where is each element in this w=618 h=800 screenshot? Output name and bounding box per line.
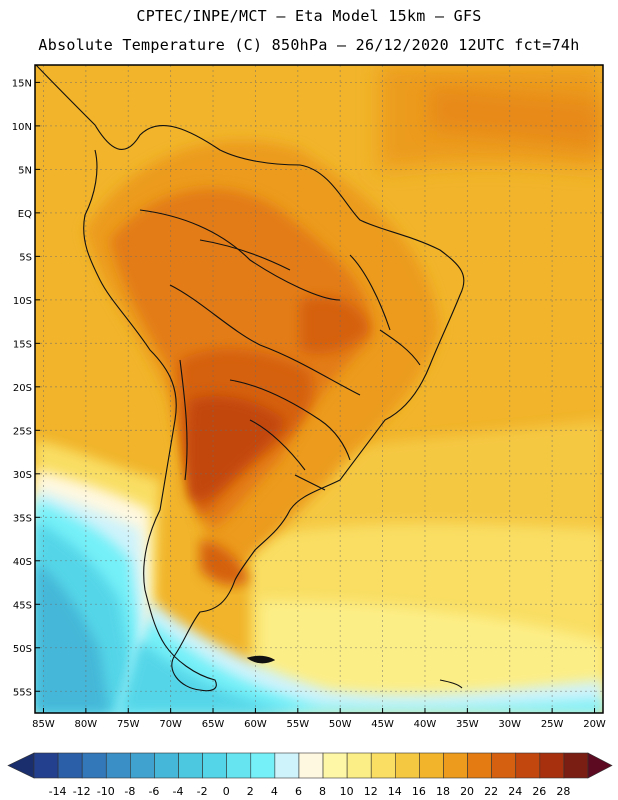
lat-label: 40S bbox=[13, 557, 32, 568]
lon-label: 25W bbox=[541, 719, 564, 730]
colorbar-swatch bbox=[57, 752, 83, 779]
axis-ticks bbox=[35, 81, 596, 713]
lat-label: 50S bbox=[13, 644, 32, 655]
colorbar-label: -14 bbox=[49, 785, 67, 798]
lat-label: EQ bbox=[18, 209, 32, 220]
colorbar-label: 10 bbox=[340, 785, 354, 798]
colorbar-label: 0 bbox=[223, 785, 230, 798]
lon-label: 55W bbox=[286, 719, 309, 730]
colorbar-label: 22 bbox=[484, 785, 498, 798]
colorbar-swatch bbox=[226, 752, 252, 779]
colorbar-swatch bbox=[81, 752, 107, 779]
colorbar-label: 24 bbox=[508, 785, 522, 798]
colorbar-swatch bbox=[250, 752, 276, 779]
map-title-line-1: CPTEC/INPE/MCT – Eta Model 15km – GFS bbox=[136, 7, 482, 25]
colorbar-swatch bbox=[322, 752, 348, 779]
lon-label: 85W bbox=[32, 719, 55, 730]
colorbar-swatch bbox=[491, 752, 517, 779]
colorbar-label: 28 bbox=[556, 785, 570, 798]
colorbar-swatch bbox=[467, 752, 492, 779]
lon-label: 75W bbox=[117, 719, 140, 730]
lon-label: 60W bbox=[244, 719, 267, 730]
lat-label: 45S bbox=[13, 600, 32, 611]
colorbar-label: -10 bbox=[97, 785, 115, 798]
colorbar-label: -4 bbox=[173, 785, 184, 798]
colorbar-swatch bbox=[539, 752, 565, 779]
lon-label: 70W bbox=[159, 719, 182, 730]
colorbar-low-arrow bbox=[7, 752, 35, 779]
colorbar-swatch bbox=[563, 752, 589, 779]
longitude-labels: 85W 80W 75W 70W 65W 60W 55W 50W 45W 40W 35W 30W 25W 2… bbox=[32, 719, 606, 730]
lat-label: 10N bbox=[12, 122, 32, 133]
colorbar-label: 18 bbox=[436, 785, 450, 798]
colorbar-swatch bbox=[274, 752, 300, 779]
colorbar-swatch bbox=[33, 752, 59, 779]
colorbar-label: -6 bbox=[148, 785, 159, 798]
colorbar-swatch bbox=[346, 752, 372, 779]
colorbar-label: 2 bbox=[247, 785, 254, 798]
colorbar-high-arrow bbox=[587, 752, 613, 779]
lat-label: 25S bbox=[13, 426, 32, 437]
colorbar-label: 8 bbox=[319, 785, 326, 798]
colorbar-label: 26 bbox=[532, 785, 546, 798]
lon-label: 35W bbox=[456, 719, 479, 730]
coastlines bbox=[35, 65, 465, 692]
colorbar-swatch bbox=[202, 752, 227, 779]
colorbar-swatch bbox=[443, 752, 468, 779]
lat-label: 20S bbox=[13, 383, 32, 394]
colorbar-label: -12 bbox=[73, 785, 91, 798]
colorbar-label: 4 bbox=[271, 785, 278, 798]
colorbar-swatch bbox=[178, 752, 203, 779]
colorbar-swatch bbox=[419, 752, 444, 779]
lon-label: 80W bbox=[75, 719, 98, 730]
colorbar-swatch bbox=[395, 752, 420, 779]
colorbar-swatch bbox=[130, 752, 155, 779]
colorbar-swatch bbox=[298, 752, 324, 779]
lon-label: 50W bbox=[329, 719, 352, 730]
colorbar-label: 6 bbox=[295, 785, 302, 798]
colorbar-label: 12 bbox=[364, 785, 378, 798]
lat-label: 15S bbox=[13, 339, 32, 350]
map-title-line-2: Absolute Temperature (C) 850hPa – 26/12/… bbox=[38, 36, 580, 54]
latitude-labels: 15N 10N 5N EQ 5S 10S 15S 20S 25S 30S 35S 40S 45S 50S 5… bbox=[12, 78, 32, 698]
lon-label: 30W bbox=[498, 719, 521, 730]
lat-label: 55S bbox=[13, 687, 32, 698]
lon-label: 20W bbox=[583, 719, 606, 730]
colorbar-swatch bbox=[370, 752, 396, 779]
colorbar-label: -2 bbox=[197, 785, 208, 798]
lat-label: 15N bbox=[12, 78, 32, 89]
lon-label: 65W bbox=[202, 719, 225, 730]
colorbar-label: 16 bbox=[412, 785, 426, 798]
colorbar-label: 20 bbox=[460, 785, 474, 798]
lat-label: 35S bbox=[13, 513, 32, 524]
colorbar-label: -8 bbox=[124, 785, 135, 798]
colorbar-swatch bbox=[105, 752, 131, 779]
lat-label: 10S bbox=[13, 296, 32, 307]
lat-label: 5S bbox=[19, 252, 32, 263]
colorbar-swatch bbox=[154, 752, 179, 779]
lat-lon-grid bbox=[35, 65, 603, 713]
lon-label: 40W bbox=[414, 719, 437, 730]
map-frame bbox=[34, 64, 604, 714]
colorbar-swatch bbox=[515, 752, 541, 779]
lat-label: 30S bbox=[13, 470, 32, 481]
lon-label: 45W bbox=[371, 719, 394, 730]
lat-label: 5N bbox=[18, 165, 32, 176]
colorbar-label: 14 bbox=[388, 785, 402, 798]
